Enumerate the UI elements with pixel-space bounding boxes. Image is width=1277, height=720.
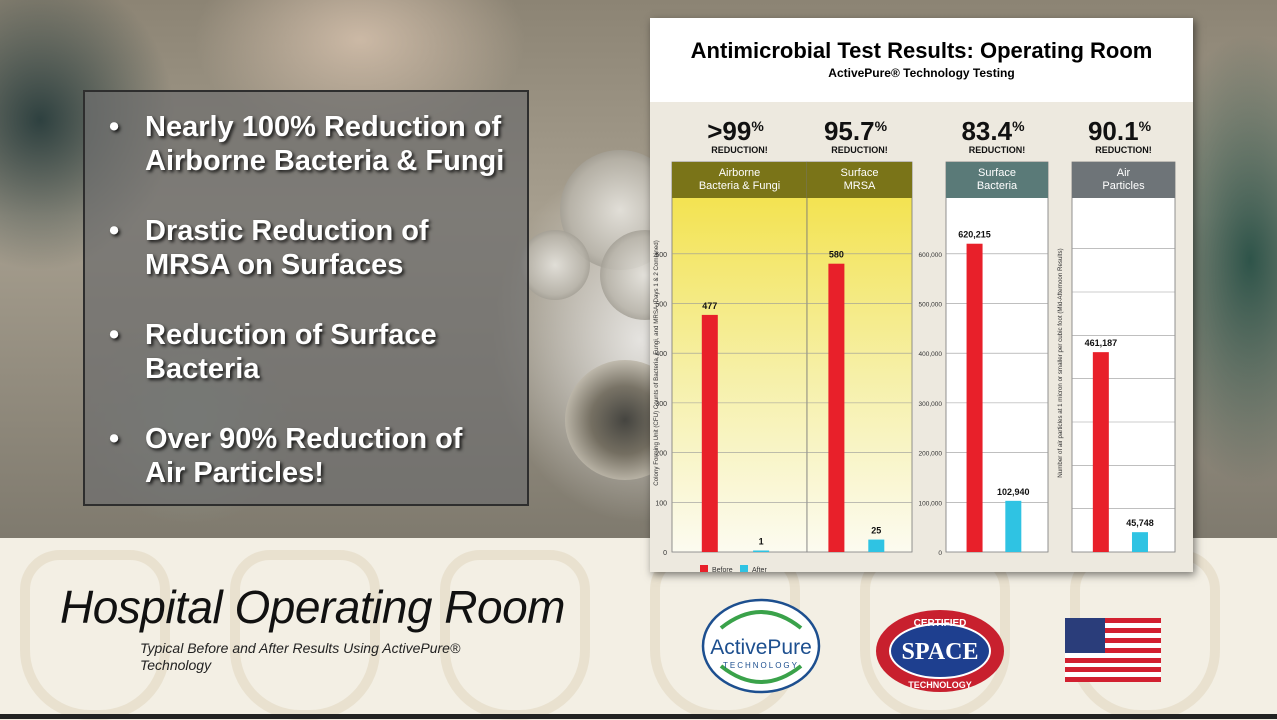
surgical-lamp <box>520 230 590 300</box>
y-tick-label: 200 <box>655 451 667 458</box>
chart-header-label: Particles <box>1102 180 1145 192</box>
chart-panel-header <box>672 162 807 198</box>
divider <box>0 714 1277 719</box>
chart-header-label: Bacteria & Fungi <box>699 180 780 192</box>
y-tick-label: 100 <box>655 500 667 507</box>
space-logo-main: SPACE <box>902 639 979 665</box>
legend-swatch-after <box>740 565 748 572</box>
y-tick-label: 500,000 <box>919 301 943 308</box>
bar-value-label: 25 <box>871 526 881 536</box>
y-tick-label: 200,000 <box>919 451 943 458</box>
bar-value-label: 461,187 <box>1085 338 1118 348</box>
y-tick-label: 400 <box>655 351 667 358</box>
test-results-card: Antimicrobial Test Results: Operating Ro… <box>650 18 1193 572</box>
y-tick-label: 600 <box>655 252 667 259</box>
reduction-label: REDUCTION! <box>1095 145 1152 155</box>
y-tick-label: 100,000 <box>919 500 943 507</box>
y-tick-label: 600,000 <box>919 252 943 259</box>
reduction-label: REDUCTION! <box>711 145 768 155</box>
chart-panel-header <box>946 162 1048 198</box>
bar-value-label: 1 <box>759 537 764 547</box>
chart-panel <box>945 161 1049 553</box>
watermark-shield <box>230 550 380 720</box>
y-tick-label: 0 <box>938 550 942 557</box>
space-certified-logo: CERTIFIED SPACE TECHNOLOGY <box>876 610 1004 692</box>
chart-header-label: Surface <box>841 167 879 179</box>
bar-value-label: 102,940 <box>997 487 1030 497</box>
bullet-panel: • Nearly 100% Reduction of Airborne Bacte… <box>83 90 529 506</box>
reduction-value: 90.1% <box>1088 116 1152 146</box>
space-logo-bottom: TECHNOLOGY <box>908 680 972 690</box>
reduction-label: REDUCTION! <box>969 145 1026 155</box>
chart-panel-header <box>807 162 912 198</box>
chart-header-label: Bacteria <box>977 180 1018 192</box>
legend-swatch-before <box>700 565 708 572</box>
space-logo-top: CERTIFIED <box>914 618 967 629</box>
bar-after <box>753 550 770 552</box>
card-subtitle: ActivePure® Technology Testing <box>828 66 1015 80</box>
chart-header-label: Airborne <box>719 167 761 179</box>
chart-panel <box>1071 161 1176 553</box>
bar-after <box>868 539 885 552</box>
y-axis-label: Colony Forming Unit (CFU) Counts of Bact… <box>653 240 660 486</box>
chart-header-label: Air <box>1117 167 1131 179</box>
y-tick-label: 500 <box>655 301 667 308</box>
page-subtitle: Typical Before and After Results Using A… <box>140 640 461 673</box>
chart-panel <box>806 161 913 553</box>
legend-label: After <box>752 567 767 572</box>
watermark-shield <box>20 550 170 720</box>
bar-before <box>828 263 845 552</box>
chart-panel <box>671 161 808 553</box>
bar-after <box>1131 532 1148 552</box>
y-tick-label: 0 <box>663 550 667 557</box>
y-tick-label: 300,000 <box>919 401 943 408</box>
activepure-logo-tag: TECHNOLOGY <box>723 661 799 670</box>
page-title: Hospital Operating Room <box>60 581 565 633</box>
bullet-item: • Nearly 100% Reduction of Airborne Bacte… <box>109 111 505 177</box>
activepure-logo-text: ActivePure <box>710 636 812 659</box>
watermark-shield <box>440 550 590 720</box>
bullet-item: • Drastic Reduction of MRSA on Surfaces <box>109 215 429 281</box>
chart-panel-header <box>1072 162 1175 198</box>
chart-header-label: Surface <box>978 167 1016 179</box>
chart-area: Airborne Bacteria & Fungi >99% REDUCTION! Su… <box>650 102 1193 572</box>
us-flag-icon <box>1065 618 1161 682</box>
reduction-value: 83.4% <box>961 116 1025 146</box>
reduction-value: >99% <box>707 116 764 146</box>
chart-header-label: MRSA <box>844 180 876 192</box>
bar-before <box>1092 352 1109 552</box>
y-tick-label: 300 <box>655 401 667 408</box>
y-axis-label: Number of air particles at 1 micron or s… <box>1057 248 1064 477</box>
y-tick-label: 400,000 <box>919 351 943 358</box>
bar-before <box>966 243 983 552</box>
bar-value-label: 45,748 <box>1126 518 1154 528</box>
reduction-label: REDUCTION! <box>831 145 888 155</box>
bullet-item: • Over 90% Reduction of Air Particles! <box>109 423 463 489</box>
bar-after <box>1005 500 1022 552</box>
bar-value-label: 477 <box>702 301 717 311</box>
bullet-item: • Reduction of Surface Bacteria <box>109 319 437 385</box>
card-title: Antimicrobial Test Results: Operating Ro… <box>690 38 1153 63</box>
bar-before <box>701 314 718 552</box>
legend-label: Before <box>712 567 733 572</box>
bar-value-label: 620,215 <box>958 230 991 240</box>
activepure-logo: ActivePure TECHNOLOGY <box>701 598 821 694</box>
reduction-value: 95.7% <box>824 116 888 146</box>
bar-value-label: 580 <box>829 250 844 260</box>
